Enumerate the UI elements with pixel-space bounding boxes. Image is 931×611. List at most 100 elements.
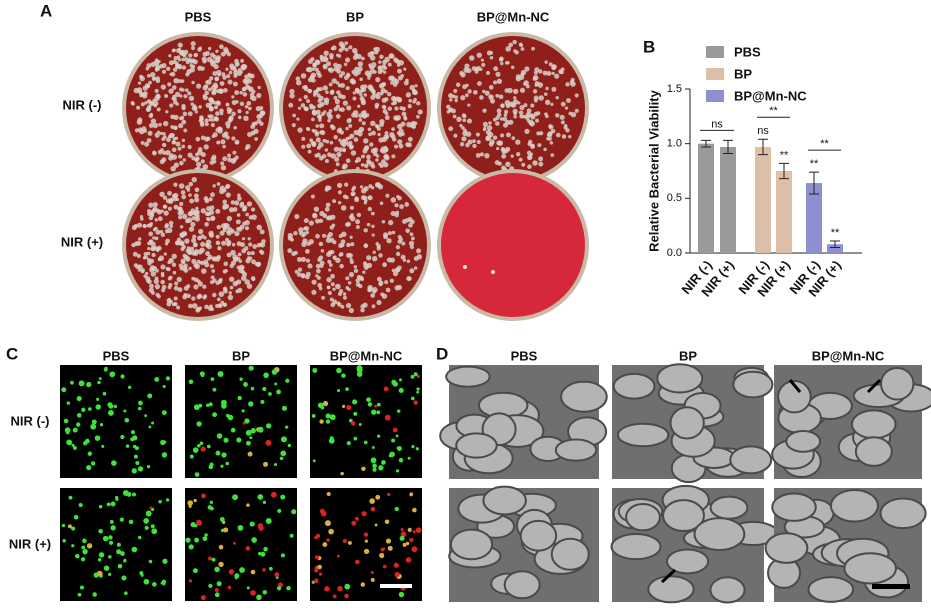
bacterium	[785, 430, 822, 453]
colony	[370, 293, 376, 298]
cell-dot	[276, 389, 281, 395]
colony	[378, 137, 384, 143]
colony	[168, 282, 173, 287]
colony	[329, 225, 335, 230]
bacterium	[612, 372, 656, 400]
cell-dot	[413, 400, 418, 405]
colony	[348, 271, 355, 278]
cell-dot	[98, 552, 105, 558]
colony	[345, 302, 352, 309]
colony	[207, 114, 212, 119]
colony	[355, 219, 361, 225]
cell-dot	[256, 594, 262, 601]
colony	[203, 196, 209, 201]
cell-dot	[285, 378, 290, 383]
colony	[559, 70, 564, 75]
colony	[206, 136, 211, 141]
cell-dot	[204, 533, 208, 537]
cell-dot	[363, 532, 369, 537]
colony	[467, 89, 472, 94]
colony	[536, 131, 541, 136]
colony	[173, 56, 179, 61]
colony	[259, 110, 266, 117]
cell-dot	[70, 380, 74, 385]
cell-dot	[64, 427, 71, 433]
colony	[150, 72, 156, 78]
colony	[217, 279, 223, 284]
colony	[337, 201, 342, 205]
colony	[369, 55, 376, 61]
cell-dot	[76, 422, 81, 427]
colony	[384, 111, 389, 116]
bacterium	[843, 552, 897, 585]
colony	[196, 294, 202, 300]
colony	[204, 118, 209, 123]
colony	[339, 288, 344, 294]
colony	[407, 104, 412, 109]
cell-dot	[151, 421, 155, 425]
colony	[228, 116, 233, 122]
colony	[234, 139, 240, 145]
cell-dot	[99, 423, 104, 427]
colony	[496, 108, 502, 114]
cell-dot	[387, 545, 393, 551]
colony	[330, 302, 336, 308]
cell-dot	[212, 387, 217, 392]
cell-dot	[233, 541, 236, 545]
colony	[322, 85, 328, 91]
colony	[204, 304, 209, 310]
colony	[386, 238, 392, 244]
colony	[246, 201, 253, 207]
cell-dot	[97, 570, 103, 577]
colony	[513, 49, 517, 53]
colony	[370, 211, 375, 216]
colony	[520, 69, 527, 76]
colony	[347, 281, 352, 285]
colony	[140, 267, 145, 273]
colony	[147, 223, 153, 228]
colony	[180, 258, 186, 264]
colony	[401, 106, 406, 112]
colony	[399, 204, 404, 210]
scale-bar	[872, 584, 910, 589]
cell-dot	[262, 500, 267, 505]
colony	[345, 136, 350, 141]
colony	[405, 228, 410, 234]
colony	[345, 57, 351, 63]
colony	[510, 65, 515, 70]
colony	[244, 84, 251, 90]
colony	[336, 90, 341, 95]
colony	[341, 231, 347, 238]
colony	[353, 137, 359, 142]
colony	[335, 257, 341, 264]
colony	[202, 284, 207, 289]
cell-dot	[412, 530, 416, 534]
colony	[187, 111, 193, 117]
bacterium	[647, 575, 695, 604]
y-tick-label: 1.5	[667, 83, 682, 95]
colony	[380, 82, 386, 88]
bacterium	[560, 380, 608, 413]
colony	[391, 230, 396, 235]
colony	[173, 114, 179, 120]
cell-dot	[315, 555, 320, 560]
colony	[241, 275, 247, 281]
colony	[387, 106, 393, 111]
colony	[323, 50, 329, 56]
bacterium	[709, 576, 746, 604]
colony	[147, 246, 151, 251]
colony	[252, 244, 258, 249]
colony	[397, 98, 402, 103]
colony	[342, 194, 348, 199]
colony	[194, 197, 200, 203]
colony	[212, 292, 217, 298]
cell-dot	[260, 551, 266, 557]
colony	[251, 259, 256, 265]
colony	[343, 139, 349, 146]
colony	[140, 141, 145, 145]
colony	[555, 95, 559, 100]
colony	[322, 57, 328, 63]
cell-dot	[375, 494, 381, 500]
colony	[395, 114, 402, 121]
column-header: BP@Mn-NC	[330, 348, 403, 363]
